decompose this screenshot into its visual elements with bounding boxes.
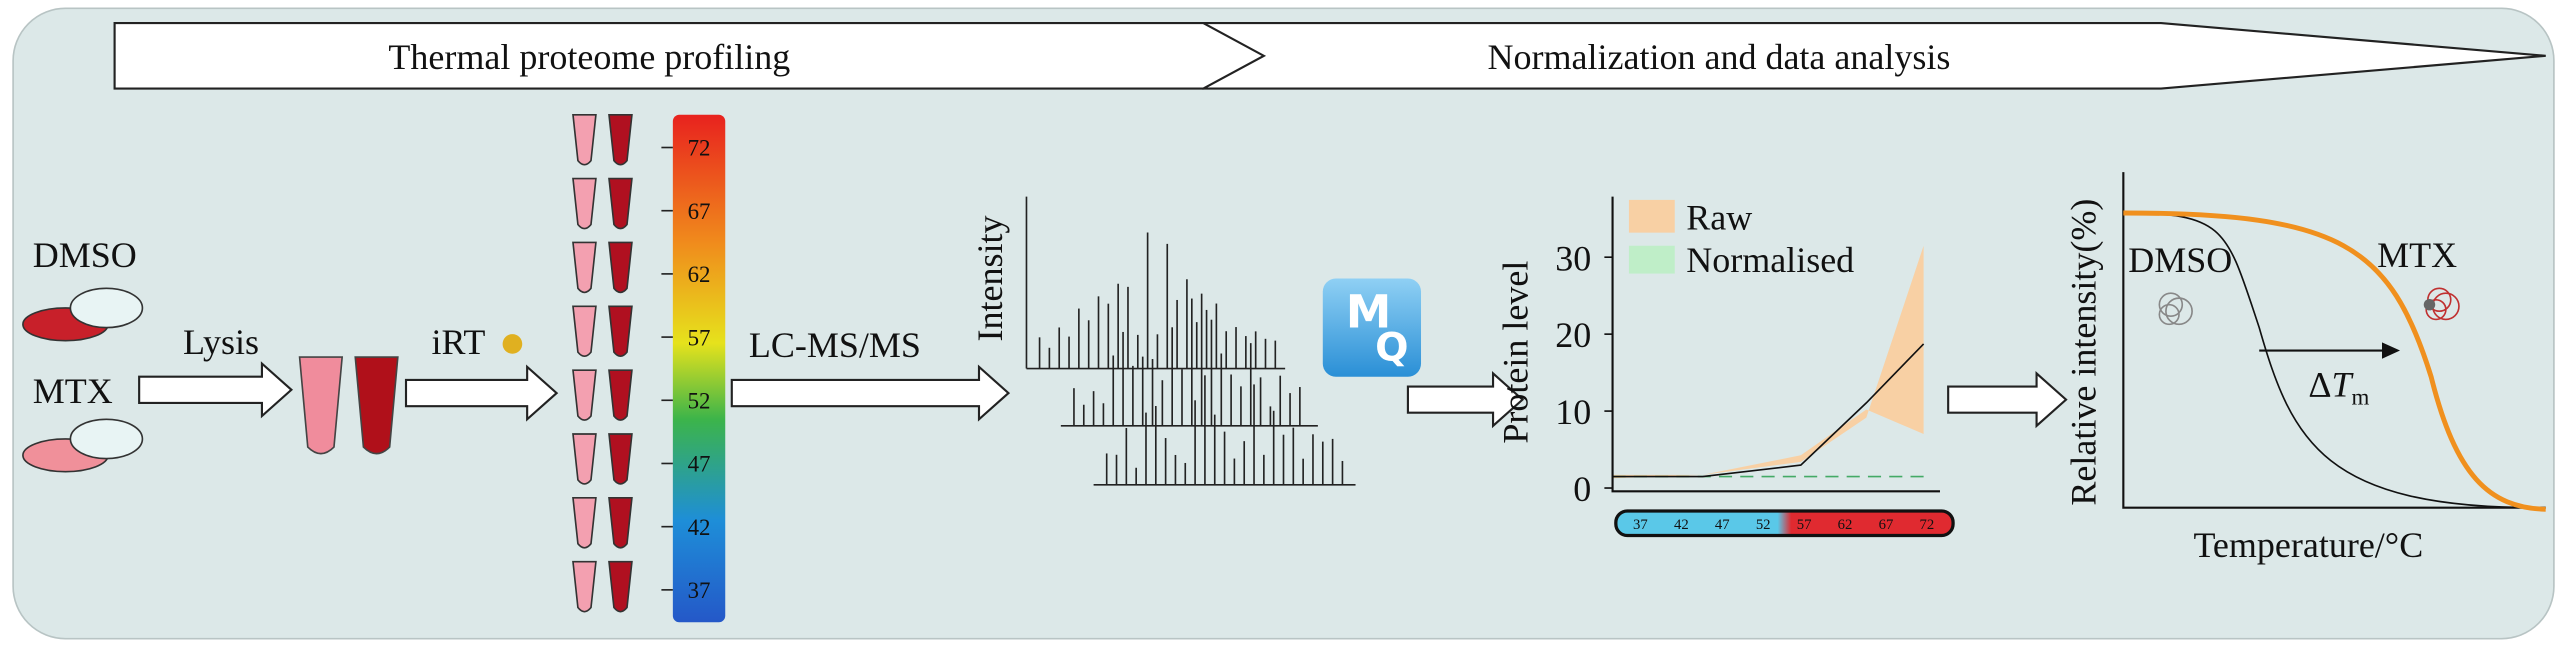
axis-label: Relative intensity(%) <box>2064 199 2104 506</box>
stage-title: Normalization and data analysis <box>1488 37 1951 77</box>
irt-icon <box>502 334 523 354</box>
temperature-label: 72 <box>1920 517 1935 533</box>
temperature-bar <box>672 114 726 623</box>
arrow <box>730 364 1011 422</box>
temperature-label: 67 <box>1879 517 1894 533</box>
tube <box>572 369 597 421</box>
mtx-curve <box>2123 210 2546 512</box>
axis <box>1611 196 1940 493</box>
sample-label: MTX <box>33 371 113 411</box>
sample-label: DMSO <box>33 235 137 275</box>
temperature-label: 47 <box>1715 517 1730 533</box>
shift-subscript: m <box>2352 385 2370 410</box>
y-tick-label: 0 <box>1573 469 1591 509</box>
shift-symbol: T <box>2331 364 2354 404</box>
tube <box>572 560 597 613</box>
dmso-icon <box>2158 292 2193 326</box>
temperature-label: 52 <box>688 388 711 413</box>
curve-label: MTX <box>2377 235 2457 275</box>
tube <box>354 356 399 455</box>
logo-text: M <box>1346 285 1392 339</box>
logo-text: Q <box>1375 325 1408 370</box>
tube <box>572 497 597 549</box>
y-tick-label: 30 <box>1555 238 1591 278</box>
shift-delta: Δ <box>2308 364 2331 404</box>
temperature-bar <box>1614 509 1955 538</box>
curve-label: DMSO <box>2128 240 2232 280</box>
tube <box>608 497 633 549</box>
step-label: LC-MS/MS <box>749 325 921 365</box>
legend-label: Raw <box>1686 197 1752 237</box>
shift-arrowhead <box>2382 342 2401 359</box>
legend-swatch <box>1628 245 1675 274</box>
temperature-label: 47 <box>688 452 711 477</box>
tube <box>608 113 633 166</box>
tube <box>572 305 597 358</box>
mtx-dot <box>2423 298 2436 311</box>
tube <box>572 433 597 485</box>
temperature-label: 57 <box>1797 517 1812 533</box>
step-label: Lysis <box>183 322 259 362</box>
axis-label: Protein level <box>1495 261 1535 444</box>
step-label: iRT <box>431 322 485 362</box>
y-tick-label: 10 <box>1555 392 1591 432</box>
dmso-curve <box>2123 212 2538 509</box>
axis-label: Intensity <box>970 215 1010 341</box>
tube <box>572 241 597 294</box>
stage-banner <box>113 22 1267 90</box>
background <box>12 7 2555 640</box>
tube <box>608 560 633 613</box>
tube <box>608 305 633 358</box>
temperature-label: 67 <box>688 199 711 224</box>
temperature-label: 62 <box>1838 517 1853 533</box>
stage-title: Thermal proteome profiling <box>388 37 790 77</box>
axis <box>2122 172 2546 509</box>
tube <box>608 433 633 485</box>
tube <box>298 356 344 455</box>
y-tick-label: 20 <box>1555 315 1591 355</box>
arrow <box>138 361 294 419</box>
temperature-label: 42 <box>1674 517 1689 533</box>
arrow <box>1947 371 2068 429</box>
dish-lid <box>69 287 144 329</box>
tube <box>572 113 597 166</box>
tube <box>572 177 597 230</box>
tube <box>608 241 633 294</box>
tube <box>608 177 633 230</box>
axis-label: Temperature/°C <box>2193 525 2423 565</box>
logo <box>1322 278 1422 377</box>
temperature-label: 57 <box>688 325 711 350</box>
arrow <box>404 364 559 422</box>
shift-label: ΔTm <box>2308 364 2369 409</box>
temperature-label: 72 <box>688 136 711 161</box>
raw-line <box>1612 343 1925 478</box>
temperature-label: 37 <box>688 578 711 603</box>
temperature-label: 52 <box>1756 517 1771 533</box>
temperature-label: 62 <box>688 262 711 287</box>
tube <box>608 369 633 421</box>
temperature-label: 42 <box>688 515 711 540</box>
dish-lid <box>69 418 144 460</box>
arrow <box>1406 371 1525 429</box>
temperature-label: 37 <box>1633 517 1648 533</box>
legend-swatch <box>1628 199 1675 233</box>
legend-label: Normalised <box>1686 240 1854 280</box>
